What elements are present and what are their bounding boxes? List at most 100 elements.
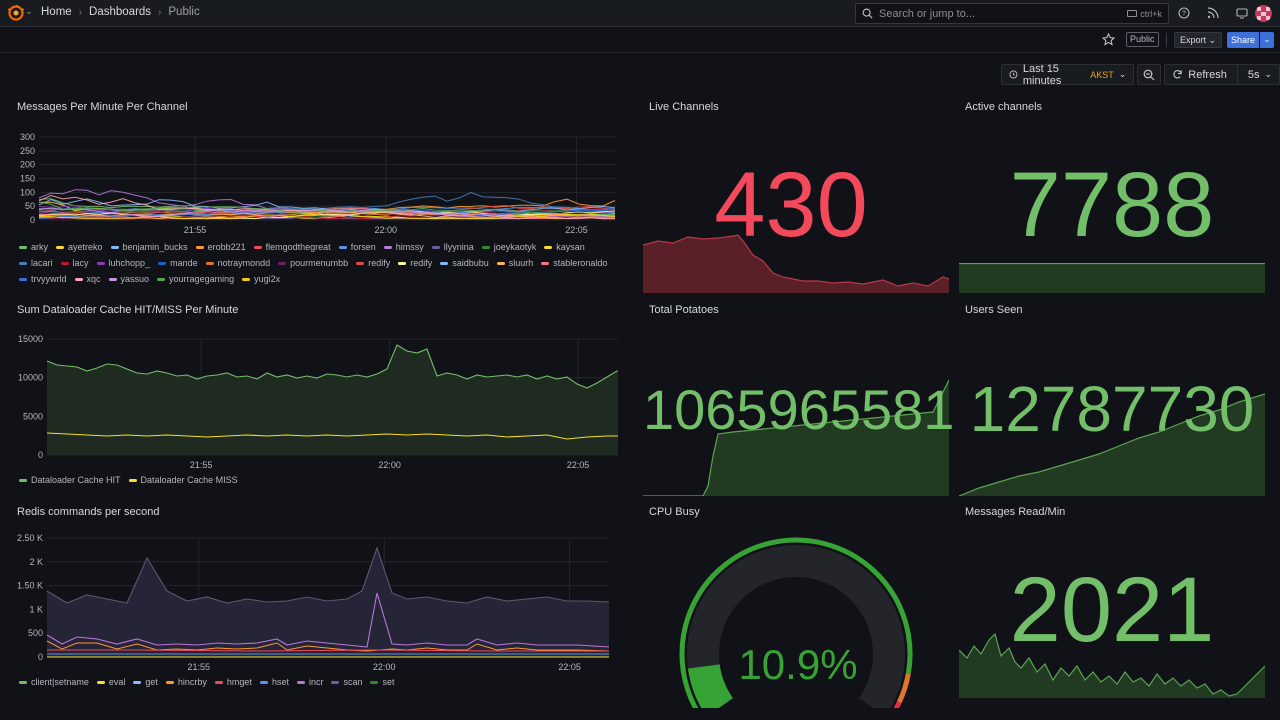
legend-label: kaysan <box>556 242 585 252</box>
dashboard-toolbar: Public Export ⌄ Share ⌄ <box>0 27 1280 53</box>
legend-swatch <box>157 277 166 281</box>
stat-value: 2021 <box>1009 559 1215 661</box>
y-tick-label: 15000 <box>18 334 43 344</box>
legend-item[interactable]: hincrby <box>165 674 207 690</box>
users-seen-sparkline <box>959 393 1265 496</box>
legend-item[interactable]: hset <box>259 674 289 690</box>
legend-item[interactable]: yassuo <box>108 271 149 287</box>
legend-item[interactable]: scan <box>331 674 362 690</box>
legend-label: ayetreko <box>68 242 103 252</box>
legend-label: mande <box>170 258 198 268</box>
y-tick-label: 0 <box>30 215 35 225</box>
x-tick-label: 21:55 <box>190 460 213 470</box>
legend-label: eval <box>108 677 126 687</box>
legend-item[interactable]: arky <box>19 239 48 255</box>
y-tick-label: 2.50 K <box>17 533 43 543</box>
legend-item[interactable]: kaysan <box>544 239 585 255</box>
legend-item[interactable]: notraymondd <box>205 255 270 271</box>
grafana-logo-icon[interactable] <box>8 5 24 21</box>
legend-item[interactable]: Dataloader Cache HIT <box>19 472 121 488</box>
legend-item[interactable]: himssy <box>383 239 424 255</box>
legend-swatch <box>259 680 268 684</box>
breadcrumb-current: Public <box>168 6 200 18</box>
legend-item[interactable]: ayetreko <box>56 239 103 255</box>
legend-item[interactable]: client|setname <box>19 674 89 690</box>
chevron-down-icon[interactable]: ⌄ <box>25 6 33 16</box>
panel-live-channels: Live Channels 430 <box>643 101 949 293</box>
legend-label: redify <box>368 258 391 268</box>
legend-label: lacy <box>72 258 89 268</box>
legend-item[interactable]: joeykaotyk <box>481 239 536 255</box>
live-channels-sparkline <box>643 234 949 293</box>
legend-item[interactable]: sluurh <box>496 255 533 271</box>
legend-item[interactable]: hmget <box>214 674 252 690</box>
legend-label: incr <box>308 677 324 687</box>
legend-item[interactable]: redify <box>398 255 432 271</box>
help-icon[interactable]: ? <box>1176 5 1192 21</box>
legend-swatch <box>96 680 105 684</box>
zoom-out-button[interactable] <box>1137 64 1162 85</box>
panel-total-potatoes: Total Potatoes 1065965581 <box>643 304 954 496</box>
panel-title: Live Channels <box>649 101 719 113</box>
legend-item[interactable]: trvyywrld <box>19 271 67 287</box>
time-range-label: Last 15 minutes <box>1022 62 1062 87</box>
refresh-interval[interactable]: 5s <box>1247 68 1260 81</box>
rss-news-icon[interactable] <box>1205 5 1221 21</box>
breadcrumb-dashboards[interactable]: Dashboards <box>89 6 152 18</box>
legend-item[interactable]: incr <box>296 674 324 690</box>
breadcrumb: Home › Dashboards › Public <box>41 6 200 18</box>
x-tick-label: 22:00 <box>373 662 396 672</box>
x-tick-label: 22:00 <box>375 225 398 235</box>
top-bar: ⌄ Home › Dashboards › Public Search or j… <box>0 0 1280 27</box>
panel-title: Redis commands per second <box>17 506 160 518</box>
breadcrumb-home[interactable]: Home <box>41 6 72 18</box>
legend-item[interactable]: stableronaldo <box>541 255 607 271</box>
y-tick-label: 2 K <box>29 557 43 567</box>
legend-item[interactable]: erobb221 <box>195 239 246 255</box>
legend-item[interactable]: forsen <box>338 239 376 255</box>
share-dropdown-chevron-icon[interactable]: ⌄ <box>1260 32 1274 48</box>
legend-item[interactable]: mande <box>158 255 198 271</box>
legend-item[interactable]: Dataloader Cache MISS <box>128 472 238 488</box>
stat-value: 7788 <box>1009 154 1215 256</box>
legend-item[interactable]: lacy <box>60 255 89 271</box>
search-input[interactable]: Search or jump to... ctrl+k <box>855 3 1169 24</box>
legend-item[interactable]: redify <box>356 255 390 271</box>
time-range-picker[interactable]: Last 15 minutes AKST ⌄ <box>1001 62 1135 87</box>
monitor-icon[interactable] <box>1234 5 1250 21</box>
share-button[interactable]: Share <box>1227 32 1259 48</box>
legend-item[interactable]: eval <box>96 674 126 690</box>
legend-item[interactable]: xqc <box>74 271 101 287</box>
y-tick-label: 300 <box>20 132 35 142</box>
timezone-label: AKST <box>1090 69 1114 80</box>
legend-swatch <box>108 277 117 281</box>
legend-label: client|setname <box>31 677 89 687</box>
legend-item[interactable]: pourmenumbb <box>278 255 348 271</box>
legend-item[interactable]: flemgodthegreat <box>253 239 331 255</box>
panel-title: Messages Per Minute Per Channel <box>17 101 188 113</box>
legend-item[interactable]: get <box>133 674 158 690</box>
x-tick-label: 22:05 <box>558 662 581 672</box>
legend-label: himssy <box>395 242 424 252</box>
legend-swatch <box>331 680 340 684</box>
refresh-button[interactable]: Refresh 5s ⌄ <box>1164 64 1280 85</box>
stat-value: 430 <box>714 154 868 256</box>
legend-item[interactable]: benjamin_bucks <box>110 239 188 255</box>
x-tick-label: 21:55 <box>184 225 207 235</box>
legend-item[interactable]: saidbubu <box>440 255 489 271</box>
legend-swatch <box>383 245 392 249</box>
legend-item[interactable]: yourragegaming <box>157 271 234 287</box>
user-avatar[interactable] <box>1255 5 1272 22</box>
y-tick-label: 50 <box>25 201 35 211</box>
time-controls: Last 15 minutes AKST ⌄ Refresh 5s ⌄ <box>1001 62 1280 87</box>
panel-cpu-busy: CPU Busy 10.9% <box>643 506 949 708</box>
star-icon[interactable] <box>1102 33 1115 46</box>
export-button[interactable]: Export ⌄ <box>1174 32 1223 48</box>
legend-item[interactable]: luhchopp_ <box>96 255 150 271</box>
legend-item[interactable]: llyynina <box>431 239 474 255</box>
chart-legend: arky ayetreko benjamin_bucks erobb221 flemgo… <box>19 239 627 287</box>
legend-item[interactable]: set <box>370 674 395 690</box>
chevron-down-icon: ⌄ <box>1208 35 1217 45</box>
legend-item[interactable]: yugi2x <box>242 271 280 287</box>
legend-item[interactable]: lacari <box>19 255 53 271</box>
